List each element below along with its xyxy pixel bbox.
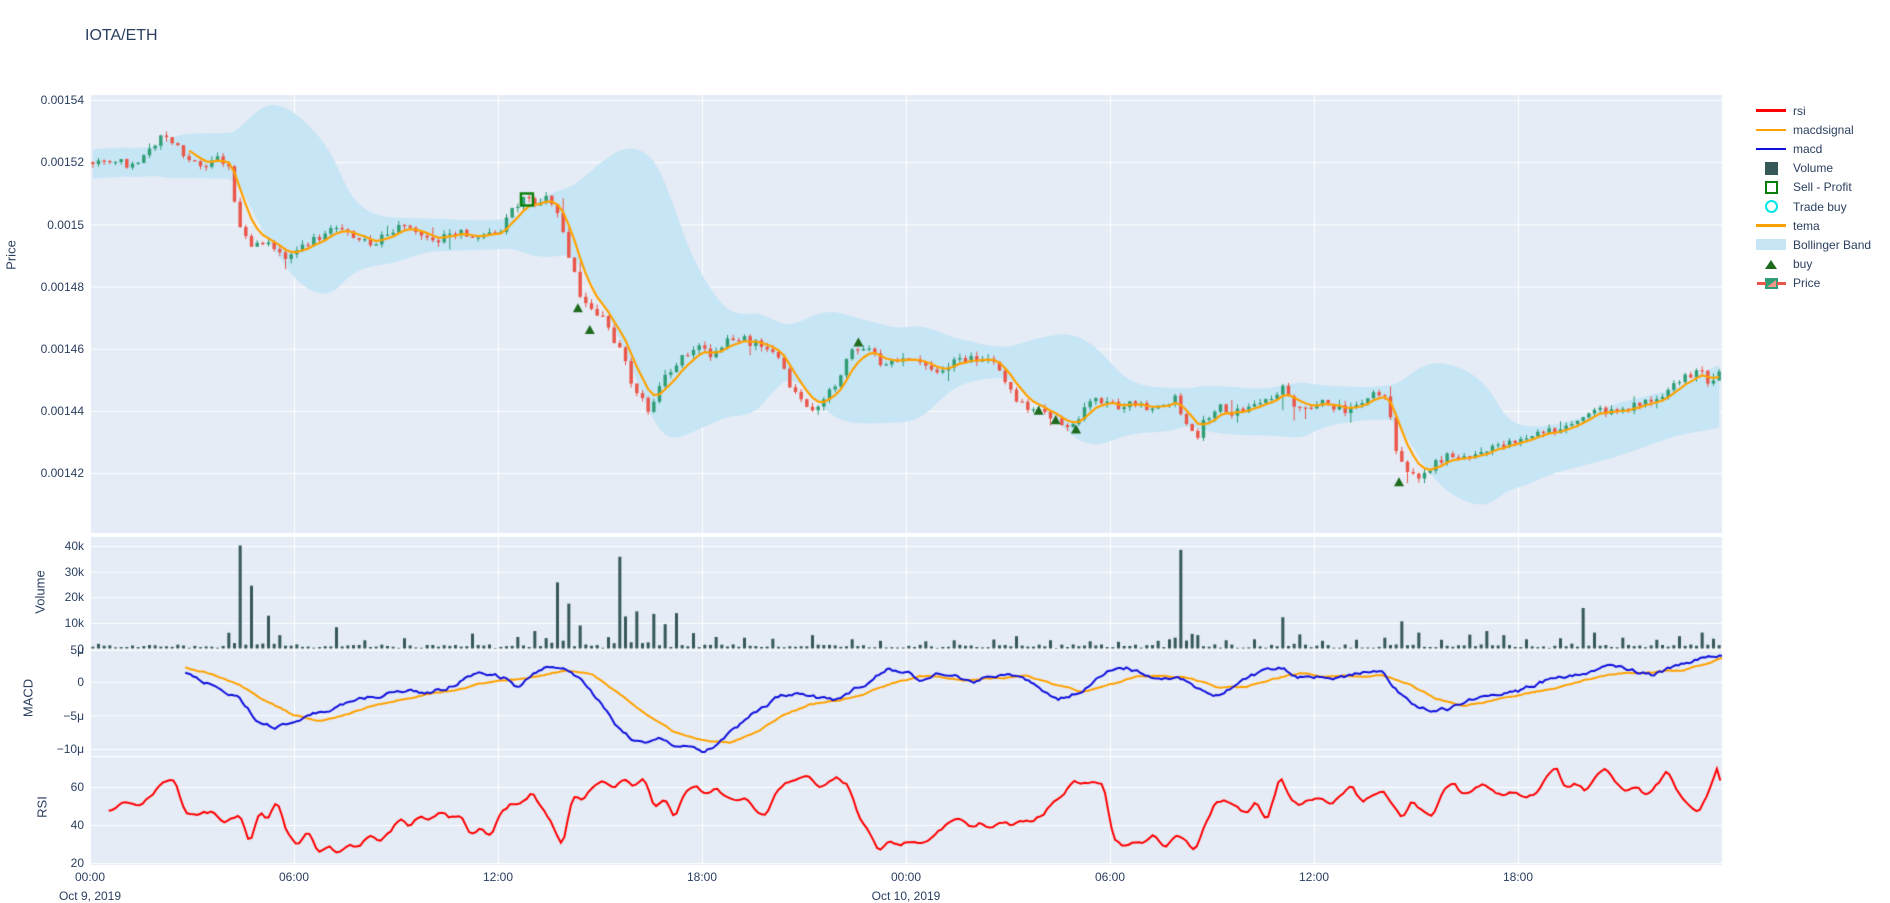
x-tick: 12:00 — [482, 870, 514, 884]
legend-item-sell-profit[interactable]: Sell - Profit — [1756, 178, 1871, 197]
rsi-ytick: 60 — [70, 780, 84, 794]
macdsignal-line-swatch — [1756, 128, 1786, 132]
legend: rsi macdsignal macd Volume Sell - Profit… — [1756, 101, 1871, 293]
price-ytick: 0.00148 — [40, 279, 84, 294]
price-ytick: 0.00144 — [40, 404, 84, 418]
legend-item-trade-buy[interactable]: Trade buy — [1756, 197, 1871, 216]
legend-item-buy[interactable]: buy — [1756, 255, 1871, 274]
x-tick: 12:00 — [1298, 870, 1330, 884]
bollinger-band-swatch — [1756, 239, 1786, 251]
x-tick: 00:00 — [890, 870, 922, 884]
x-tick: 18:00 — [686, 870, 718, 884]
rsi-axis-title: RSI — [34, 796, 50, 818]
legend-item-macd[interactable]: macd — [1756, 139, 1871, 158]
trade-buy-circle-icon — [1764, 200, 1778, 214]
chart-title: IOTA/ETH — [85, 27, 158, 44]
x-date-label: Oct 9, 2019 — [58, 889, 122, 903]
x-tick: 18:00 — [1502, 870, 1534, 884]
sell-profit-square-icon — [1764, 180, 1778, 194]
legend-item-macdsignal[interactable]: macdsignal — [1756, 120, 1871, 139]
volume-ytick: 40k — [64, 539, 84, 553]
buy-triangle-icon — [1765, 259, 1777, 269]
legend-label: rsi — [1793, 103, 1806, 118]
tema-line-swatch — [1756, 224, 1786, 227]
legend-item-tema[interactable]: tema — [1756, 216, 1871, 235]
x-tick: 00:00 — [74, 870, 106, 884]
volume-ytick: 20k — [64, 590, 84, 604]
legend-label: buy — [1793, 257, 1813, 272]
macd-ytick: −10μ — [56, 742, 84, 756]
volume-ytick: 0 — [77, 641, 84, 656]
macd-ytick: 5μ — [70, 643, 84, 657]
legend-label: Volume — [1793, 161, 1834, 176]
rsi-ytick: 40 — [70, 818, 84, 832]
x-tick: 06:00 — [278, 870, 310, 884]
legend-label: Trade buy — [1793, 199, 1847, 214]
legend-item-rsi[interactable]: rsi — [1756, 101, 1871, 120]
volume-ytick: 30k — [64, 564, 84, 579]
macd-ytick: −5μ — [63, 708, 84, 723]
legend-label: Bollinger Band — [1793, 237, 1872, 252]
legend-item-volume[interactable]: Volume — [1756, 159, 1871, 178]
legend-item-bollinger-band[interactable]: Bollinger Band — [1756, 235, 1871, 254]
legend-label: macdsignal — [1793, 122, 1854, 137]
legend-label: Price — [1793, 276, 1821, 291]
volume-ytick: 10k — [64, 616, 84, 630]
x-tick: 06:00 — [1094, 870, 1126, 884]
macd-line-swatch — [1756, 147, 1786, 151]
legend-label: macd — [1793, 141, 1823, 156]
rsi-line-swatch — [1756, 109, 1786, 112]
volume-square-swatch — [1764, 161, 1778, 175]
price-ytick: 0.00142 — [40, 466, 84, 480]
legend-label: Sell - Profit — [1793, 180, 1852, 195]
macd-ytick: 0 — [77, 674, 84, 689]
price-ytick: 0.00146 — [40, 341, 84, 356]
price-candlestick-icon — [1756, 277, 1786, 289]
price-ytick: 0.0015 — [47, 217, 84, 232]
price-axis-title: Price — [3, 240, 19, 270]
price-ytick: 0.00152 — [40, 155, 84, 169]
legend-item-price[interactable]: Price — [1756, 274, 1871, 293]
price-ytick: 0.00154 — [40, 93, 84, 107]
legend-label: tema — [1793, 218, 1820, 233]
rsi-ytick: 20 — [70, 856, 84, 870]
x-date-label: Oct 10, 2019 — [871, 889, 941, 903]
